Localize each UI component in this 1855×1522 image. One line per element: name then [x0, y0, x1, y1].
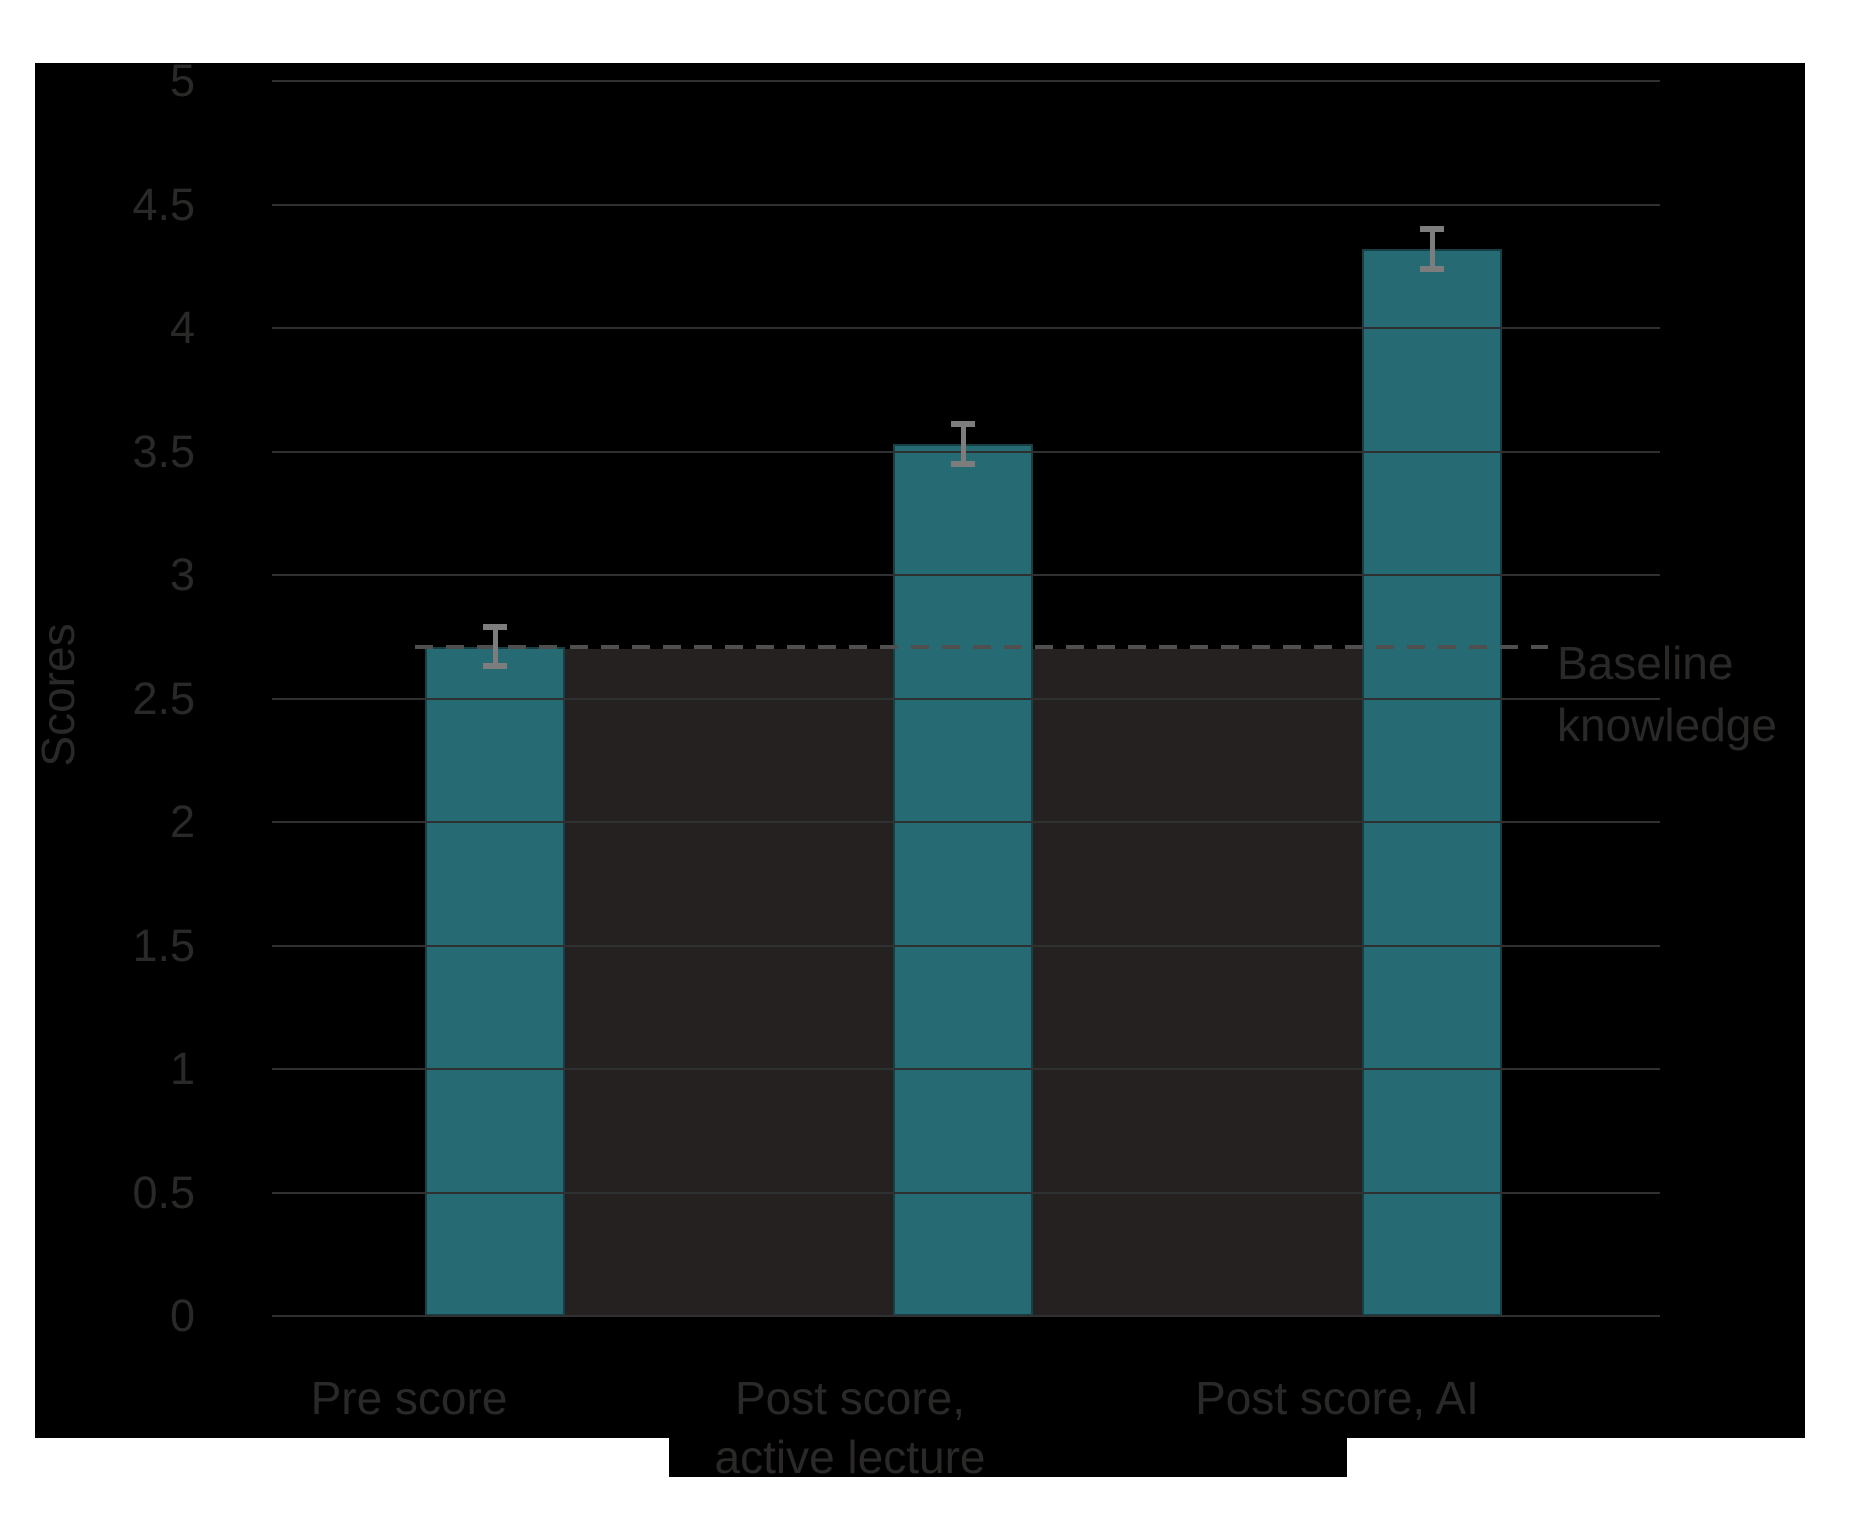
gridline-3	[272, 574, 1660, 576]
x-category-label-line: Post score,	[734, 1372, 966, 1424]
y-tick-label-1: 1	[169, 1043, 195, 1094]
y-tick-label-2.5: 2.5	[132, 672, 195, 724]
gridline-0	[272, 1315, 1660, 1317]
y-axis-title: Scores	[32, 623, 84, 767]
x-category-label-3: Post score, AI	[1037, 1369, 1637, 1428]
error-bar-cap-3-bottom	[1420, 265, 1444, 272]
y-tick-label-3: 3	[169, 549, 195, 600]
x-category-label-line: Post score, AI	[1195, 1372, 1479, 1424]
error-bar-cap-1-bottom	[483, 663, 507, 670]
y-tick-label-0.5: 0.5	[132, 1166, 195, 1218]
gridline-4.5	[272, 203, 1660, 206]
baseline-annotation-line: Baseline	[1557, 637, 1734, 689]
error-bar-stem-1	[493, 626, 498, 667]
x-category-label-1: Pre score	[109, 1369, 709, 1428]
bar-2	[893, 444, 1033, 1316]
y-tick-label-5: 5	[169, 55, 195, 106]
y-tick-label-4.5: 4.5	[132, 178, 195, 230]
baseline-dashed-line	[415, 644, 1548, 649]
y-tick-label-3.5: 3.5	[132, 425, 195, 477]
chart-background-tab	[669, 1437, 1347, 1477]
gridline-5	[272, 80, 1660, 82]
gridline-2.5	[272, 697, 1660, 700]
gridline-2	[272, 821, 1660, 823]
error-bar-cap-2-top	[951, 421, 975, 428]
error-bar-stem-3	[1430, 229, 1435, 269]
bar-3	[1362, 248, 1502, 1316]
y-tick-label-0: 0	[169, 1290, 195, 1341]
x-category-label-line: Pre score	[310, 1372, 508, 1424]
y-tick-label-1.5: 1.5	[132, 919, 195, 971]
gridline-1	[272, 1068, 1660, 1070]
gridline-1.5	[272, 944, 1660, 947]
y-tick-label-2: 2	[169, 796, 195, 847]
error-bar-cap-3-top	[1420, 226, 1444, 233]
bar-1	[425, 646, 565, 1316]
x-category-label-2: Post score, active lecture	[550, 1369, 1150, 1487]
baseline-annotation-line: knowledge	[1557, 699, 1777, 751]
x-category-label-line: active lecture	[714, 1431, 986, 1483]
baseline-annotation: Baseline knowledge	[1557, 632, 1777, 756]
gridline-3.5	[272, 450, 1660, 453]
error-bar-stem-2	[961, 424, 966, 464]
gridline-4	[272, 327, 1660, 329]
gridline-0.5	[272, 1191, 1660, 1194]
error-bar-cap-1-top	[483, 623, 507, 630]
y-tick-label-4: 4	[169, 302, 195, 353]
error-bar-cap-2-bottom	[951, 460, 975, 467]
